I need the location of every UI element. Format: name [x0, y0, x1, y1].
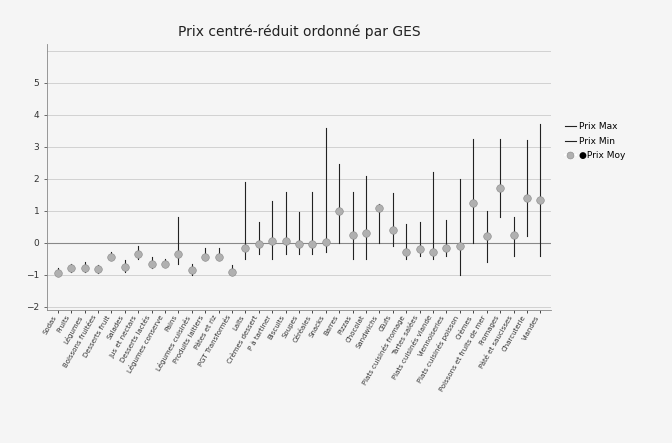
Point — [226, 268, 237, 275]
Point — [120, 263, 130, 270]
Point — [427, 249, 438, 256]
Point — [495, 185, 505, 192]
Point — [186, 267, 197, 274]
Point — [454, 242, 465, 249]
Point — [401, 249, 412, 256]
Point — [441, 244, 452, 251]
Point — [213, 254, 224, 261]
Point — [253, 241, 264, 248]
Point — [347, 231, 358, 238]
Point — [321, 239, 331, 246]
Point — [334, 207, 345, 214]
Point — [508, 231, 519, 238]
Point — [481, 233, 492, 240]
Point — [535, 196, 546, 203]
Point — [200, 254, 210, 261]
Point — [468, 199, 478, 206]
Point — [374, 204, 385, 211]
Point — [106, 254, 117, 261]
Point — [173, 250, 183, 257]
Point — [521, 194, 532, 202]
Point — [240, 244, 251, 251]
Point — [79, 264, 90, 272]
Point — [307, 241, 318, 248]
Point — [66, 264, 77, 272]
Point — [415, 246, 425, 253]
Point — [52, 270, 63, 277]
Legend: Prix Max, Prix Min, ●Prix Moy: Prix Max, Prix Min, ●Prix Moy — [561, 119, 629, 164]
Point — [133, 250, 144, 257]
Point — [294, 241, 304, 248]
Point — [160, 260, 171, 267]
Title: Prix centré-réduit ordonné par GES: Prix centré-réduit ordonné par GES — [177, 24, 421, 39]
Point — [280, 238, 291, 245]
Point — [146, 260, 157, 267]
Point — [388, 226, 398, 233]
Point — [361, 230, 372, 237]
Point — [267, 238, 278, 245]
Point — [93, 265, 103, 272]
